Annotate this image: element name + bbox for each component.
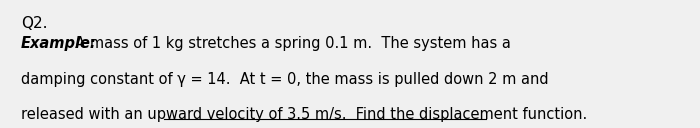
Text: Example:: Example: [21,36,97,51]
Text: A mass of 1 kg stretches a spring 0.1 m.  The system has a: A mass of 1 kg stretches a spring 0.1 m.… [66,36,511,51]
Text: Q2.: Q2. [21,16,48,31]
Text: damping constant of γ = 14.  At t = 0, the mass is pulled down 2 m and: damping constant of γ = 14. At t = 0, th… [21,72,549,87]
Text: released with an upward velocity of 3.5 m/s.  Find the displacement function.: released with an upward velocity of 3.5 … [21,107,587,122]
